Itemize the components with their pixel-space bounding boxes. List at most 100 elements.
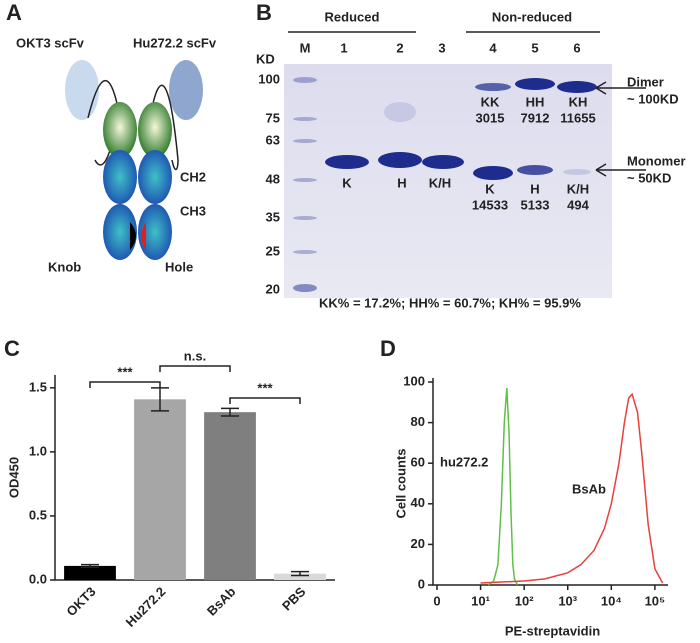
- y-tick-label: 20: [411, 536, 425, 551]
- panel-b: [284, 31, 646, 298]
- scfv-label: OKT3 scFv: [16, 35, 85, 50]
- band-label: H: [530, 181, 539, 196]
- lane-label: 5: [531, 40, 538, 55]
- lane-label: 6: [573, 40, 580, 55]
- group-label: Non-reduced: [492, 9, 572, 24]
- y-tick-label: 0.0: [29, 571, 47, 586]
- lane-label: M: [300, 40, 311, 55]
- monomer-label: ~ 50KD: [627, 170, 671, 185]
- panel-label: C: [4, 336, 20, 361]
- bracket: [89, 381, 161, 388]
- y-tick-label: 100: [403, 373, 425, 388]
- lane-label: 3: [438, 40, 445, 55]
- scfv-label: Hu272.2 scFv: [133, 35, 217, 50]
- band-label: 14533: [472, 197, 508, 212]
- annotation: n.s.: [184, 348, 206, 363]
- error-bar: [221, 407, 239, 417]
- dimer-label: Dimer: [627, 74, 664, 89]
- band-label: K: [342, 175, 352, 190]
- band-label: K/H: [567, 181, 589, 196]
- marker-label: 48: [266, 171, 280, 186]
- hole: [141, 222, 146, 250]
- band-label: 5133: [521, 197, 550, 212]
- marker-label: 75: [266, 110, 280, 125]
- band-label: 11655: [560, 110, 595, 125]
- band-label: KK: [481, 94, 500, 109]
- curve: [480, 392, 664, 584]
- y-tick-label: 1.5: [29, 379, 47, 394]
- arrow: [595, 81, 646, 177]
- lane-label: 2: [396, 40, 403, 55]
- x-tick-label: OKT3: [63, 584, 98, 619]
- domain-label: CH3: [180, 203, 206, 218]
- annotation: ***: [117, 364, 133, 379]
- domain: [138, 150, 172, 204]
- group-label: Reduced: [325, 9, 380, 24]
- curve: [487, 388, 519, 586]
- band-label: 3015: [476, 110, 505, 125]
- gel: [284, 64, 612, 298]
- dimer-label: ~ 100KD: [627, 91, 679, 106]
- y-tick-label: 80: [411, 414, 425, 429]
- domain-label: Hole: [165, 259, 193, 274]
- y-tick-label: 0: [418, 576, 425, 591]
- x-axis-title: PE-streptavidin: [505, 623, 600, 638]
- band-label: KH: [569, 94, 588, 109]
- bar: [64, 565, 116, 580]
- band-label: 494: [567, 197, 589, 212]
- band-label: HH: [526, 94, 545, 109]
- error-bar: [291, 570, 309, 577]
- domain: [103, 150, 137, 204]
- domain: [138, 102, 172, 158]
- y-axis-title: Cell counts: [393, 448, 408, 518]
- summary: KK% = 17.2%; HH% = 60.7%; KH% = 95.9%: [319, 295, 581, 310]
- panel-label: B: [256, 0, 272, 25]
- marker-label: 35: [266, 209, 280, 224]
- x-tick-label: 0: [433, 593, 440, 608]
- x-tick-label: PBS: [279, 584, 309, 614]
- y-tick-label: 1.0: [29, 443, 47, 458]
- bar: [274, 573, 326, 580]
- bracket: [229, 397, 301, 404]
- domain: [138, 204, 172, 260]
- x-tick-label: Hu272.2: [123, 584, 169, 630]
- panel-label: A: [6, 0, 22, 25]
- series-label: BsAb: [572, 481, 606, 496]
- axis: [54, 375, 335, 581]
- axis: [432, 378, 668, 586]
- scfv: [65, 60, 99, 120]
- x-tick-label: 10⁵: [645, 593, 666, 608]
- scfv: [169, 60, 203, 120]
- x-tick-label: 10⁴: [601, 593, 622, 608]
- band-label: 7912: [521, 110, 550, 125]
- y-tick-label: 40: [411, 495, 425, 510]
- x-tick-label: BsAb: [204, 584, 239, 619]
- bands: [293, 77, 597, 292]
- bracket: [159, 365, 231, 372]
- monomer-label: Monomer: [627, 153, 686, 168]
- marker-label: 63: [266, 132, 280, 147]
- x-tick-label: 10³: [558, 593, 577, 608]
- band-label: H: [397, 175, 406, 190]
- panel-label: D: [380, 336, 396, 361]
- x-tick-label: 10²: [515, 593, 534, 608]
- y-tick-label: 60: [411, 455, 425, 470]
- knob: [130, 222, 136, 250]
- lane-label: 4: [489, 40, 497, 55]
- domain: [103, 204, 137, 260]
- band-label: K: [485, 181, 495, 196]
- domain: [103, 102, 137, 158]
- kd-label: KD: [256, 51, 275, 66]
- band-label: K/H: [429, 175, 451, 190]
- series-label: hu272.2: [440, 454, 488, 469]
- y-axis-title: OD450: [6, 457, 21, 498]
- lane-label: 1: [340, 40, 347, 55]
- marker-label: 25: [266, 243, 280, 258]
- marker-label: 100: [258, 71, 280, 86]
- marker-label: 20: [266, 281, 280, 296]
- annotation: ***: [257, 380, 273, 395]
- panel-a: A OKT3 scFv Hu272.2 scFv CH2 CH3 Knob Ho…: [6, 0, 217, 274]
- bar: [204, 412, 256, 580]
- x-tick-label: 10¹: [471, 593, 490, 608]
